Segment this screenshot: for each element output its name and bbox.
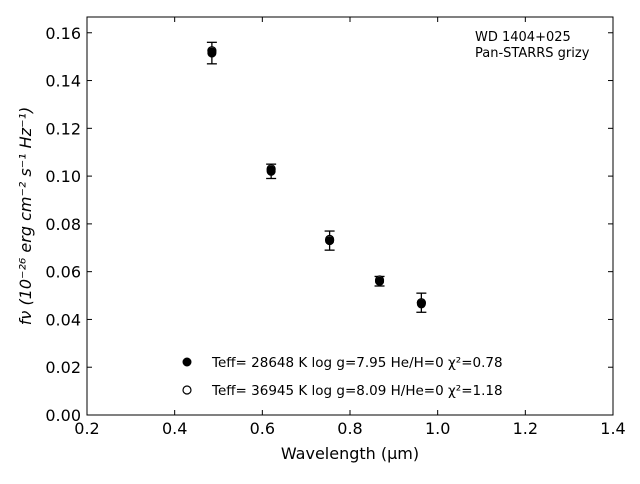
legend-label-2: Teff= 36945 K log g=8.09 H/He=0 χ²=1.18 [211,383,503,399]
x-tick-label: 0.6 [250,419,275,438]
x-tick-label: 0.4 [162,419,187,438]
y-tick-label: 0.16 [45,24,81,43]
legend-label-1: Teff= 28648 K log g=7.95 He/H=0 χ²=0.78 [211,355,503,371]
plot-area [86,16,614,416]
x-tick-label: 1.4 [600,419,625,438]
data-points [207,46,426,309]
x-axis-label: Wavelength (μm) [281,444,419,463]
y-tick-label: 0.10 [45,167,81,186]
annotation-line-1: WD 1404+025 [475,30,571,45]
x-ticks: 0.2 0.4 0.6 0.8 1.0 1.2 1.4 [74,17,626,438]
x-tick-label: 0.2 [74,419,99,438]
y-tick-label: 0.00 [45,406,81,425]
y-tick-label: 0.04 [45,310,81,329]
y-tick-label: 0.08 [45,215,81,234]
x-tick-label: 1.2 [513,419,538,438]
annotation-line-2: Pan-STARRS grizy [475,46,590,61]
model-filled-point [266,165,276,175]
model-filled-point [207,47,217,57]
legend-marker-filled [182,357,192,367]
y-ticks: 0.00 0.02 0.04 0.06 0.08 0.10 0.12 0.14 0.16 [45,24,613,425]
x-tick-label: 0.8 [337,419,362,438]
y-tick-label: 0.12 [45,119,81,138]
y-tick-label: 0.14 [45,72,81,91]
x-tick-label: 1.0 [425,419,450,438]
model-filled-point [325,236,335,246]
legend-marker-open [182,385,192,395]
y-axis-label: fν (10⁻²⁶ erg cm⁻² s⁻¹ Hz⁻¹) [16,107,35,325]
y-tick-label: 0.02 [45,358,81,377]
model-filled-point [416,299,426,309]
legend: Teff= 28648 K log g=7.95 He/H=0 χ²=0.78 … [182,355,503,399]
y-tick-label: 0.06 [45,263,81,282]
model-filled-point [375,276,385,286]
